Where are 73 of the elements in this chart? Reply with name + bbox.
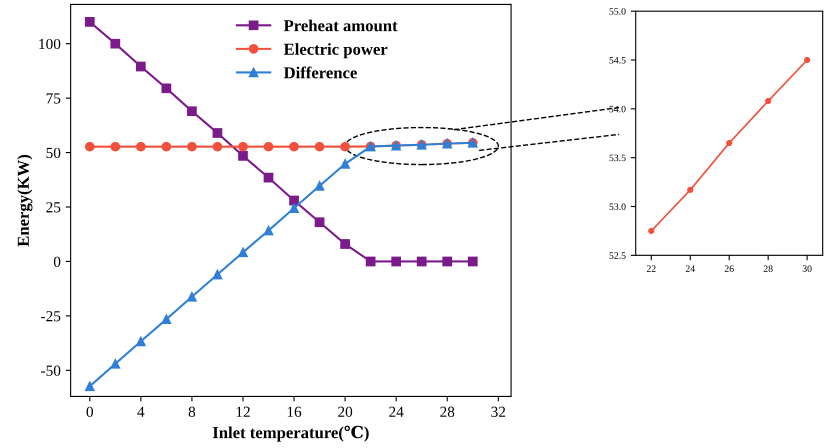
point	[340, 159, 350, 169]
x-tick-label: 26	[724, 265, 734, 272]
point	[264, 226, 274, 236]
x-tick-label: 24	[389, 406, 404, 417]
point	[136, 142, 146, 152]
y-tick-label: 100	[39, 38, 60, 50]
point	[187, 292, 197, 302]
point	[84, 381, 95, 392]
point	[366, 256, 376, 266]
x-tick-label: 20	[338, 406, 352, 417]
point	[314, 217, 324, 228]
point	[110, 142, 120, 152]
point	[162, 314, 172, 324]
point	[468, 256, 478, 266]
y-tick-label: -25	[41, 311, 60, 322]
y-axis-title: Energy(KW)	[17, 154, 32, 246]
point	[442, 256, 452, 266]
y-tick-label: 53.5	[610, 154, 626, 162]
point	[110, 38, 120, 49]
y-tick-label: -50	[41, 365, 60, 376]
point	[314, 142, 324, 152]
point	[264, 142, 274, 152]
x-tick-label: 28	[764, 265, 773, 272]
point	[687, 186, 694, 194]
point	[765, 98, 772, 104]
x-tick-label: 22	[646, 265, 656, 272]
point	[136, 336, 146, 346]
point	[162, 142, 172, 152]
x-tick-label: 0	[86, 406, 94, 417]
point	[289, 196, 299, 206]
point	[136, 62, 146, 72]
point	[212, 270, 222, 280]
y-tick-label: 50	[46, 148, 60, 158]
legend-label: Electric power	[284, 43, 388, 58]
x-axis-title: Inlet temperature(℃)	[212, 426, 369, 442]
point	[289, 142, 299, 152]
x-tick-label: 12	[236, 406, 250, 417]
point	[84, 17, 95, 27]
x-tick-label: 28	[440, 406, 454, 417]
point	[648, 228, 654, 234]
y-tick-label: 54.5	[610, 57, 626, 64]
x-tick-label: 16	[288, 406, 302, 417]
point	[238, 150, 248, 161]
point	[84, 142, 95, 152]
point	[110, 358, 120, 369]
legend-label: Difference	[284, 66, 357, 78]
point	[212, 142, 222, 152]
point	[162, 83, 172, 94]
point	[340, 239, 350, 249]
x-tick-label: 30	[802, 265, 812, 272]
y-tick-label: 75	[46, 93, 60, 104]
x-tick-label: 4	[137, 406, 144, 417]
point	[416, 256, 427, 266]
y-tick-label: 55.0	[610, 8, 626, 15]
x-tick-label: 32	[491, 406, 506, 417]
point	[391, 256, 402, 266]
point	[264, 172, 274, 182]
y-tick-label: 52.5	[610, 252, 626, 259]
x-tick-label: 8	[188, 406, 196, 417]
y-tick-label: 25	[46, 202, 60, 212]
point	[187, 106, 197, 116]
x-tick-label: 24	[686, 265, 695, 272]
point	[187, 142, 197, 152]
point	[726, 140, 732, 146]
point	[212, 128, 222, 138]
legend-label: Preheat amount	[284, 20, 398, 32]
point	[238, 247, 248, 258]
point	[238, 142, 248, 152]
point	[804, 56, 810, 64]
point	[340, 142, 350, 152]
point	[314, 181, 324, 191]
y-tick-label: 53.0	[610, 203, 626, 210]
point	[289, 203, 299, 213]
